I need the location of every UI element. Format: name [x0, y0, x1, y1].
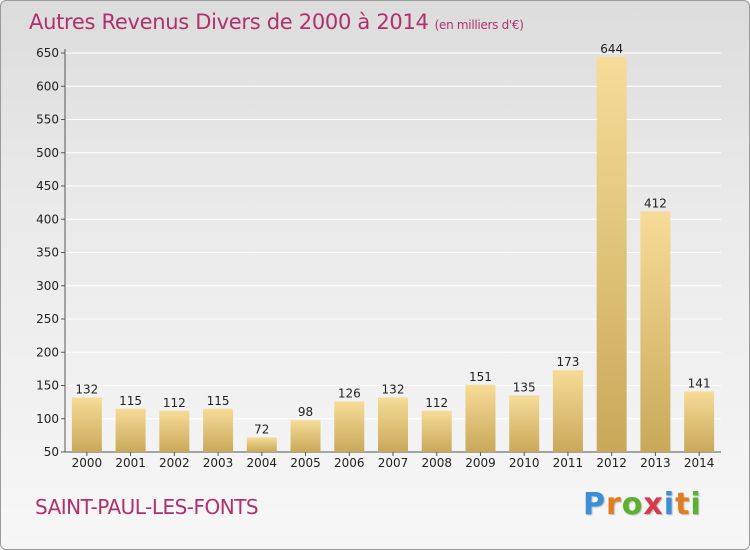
data-label: 112: [163, 396, 186, 410]
x-tick-label: 2008: [421, 456, 452, 470]
x-tick-label: 2009: [465, 456, 496, 470]
bar: [159, 410, 190, 452]
bar: [203, 408, 234, 452]
bar: [71, 397, 102, 452]
bar: [596, 56, 627, 453]
x-tick-label: 2007: [378, 456, 409, 470]
x-tick-label: 2001: [115, 456, 146, 470]
proxiti-logo: Proxiti: [583, 487, 702, 522]
data-label: 132: [75, 382, 98, 396]
data-label: 132: [382, 382, 405, 396]
bar: [246, 437, 277, 452]
bar: [421, 410, 452, 452]
data-label: 72: [254, 422, 269, 436]
x-tick-label: 2003: [203, 456, 234, 470]
y-tick-label: 550: [36, 113, 59, 127]
bar: [334, 401, 365, 452]
chart-title-unit: (en milliers d'€): [434, 18, 524, 32]
y-tick-label: 650: [36, 46, 59, 60]
x-tick-label: 2011: [553, 456, 584, 470]
y-tick-label: 100: [36, 412, 59, 426]
bar: [378, 397, 408, 452]
data-label: 115: [119, 394, 142, 408]
y-tick-label: 300: [36, 279, 59, 293]
data-label: 126: [338, 386, 361, 400]
y-tick-label: 600: [36, 79, 59, 93]
y-tick-label: 200: [36, 345, 59, 359]
bar: [684, 391, 715, 452]
data-label: 115: [207, 394, 230, 408]
x-tick-label: 2002: [159, 456, 190, 470]
data-label: 173: [556, 355, 579, 369]
y-tick-label: 400: [36, 212, 59, 226]
bar: [115, 408, 146, 452]
chart-title-text: Autres Revenus Divers de 2000 à 2014: [29, 10, 429, 34]
x-tick-label: 2014: [684, 456, 715, 470]
data-label: 141: [688, 376, 711, 390]
data-label: 644: [600, 42, 623, 56]
y-tick-label: 150: [36, 379, 59, 393]
bar: [290, 420, 321, 452]
y-tick-label: 500: [36, 146, 59, 160]
x-tick-label: 2005: [290, 456, 321, 470]
x-tick-label: 2012: [596, 456, 627, 470]
x-tick-label: 2010: [509, 456, 540, 470]
y-tick-label: 350: [36, 246, 59, 260]
data-label: 98: [298, 405, 313, 419]
chart-title: Autres Revenus Divers de 2000 à 2014 (en …: [29, 10, 524, 34]
data-label: 112: [425, 396, 448, 410]
data-label: 412: [644, 196, 667, 210]
x-tick-label: 2006: [334, 456, 365, 470]
y-tick-label: 50: [44, 445, 59, 459]
bar: [509, 395, 540, 452]
commune-name: SAINT-PAUL-LES-FONTS: [35, 495, 259, 519]
x-tick-label: 2004: [247, 456, 278, 470]
y-tick-label: 450: [36, 179, 59, 193]
data-label: 151: [469, 370, 492, 384]
x-tick-label: 2000: [72, 456, 103, 470]
x-tick-label: 2013: [640, 456, 671, 470]
bar: [465, 384, 496, 452]
bar: [552, 370, 583, 452]
data-label: 135: [513, 380, 536, 394]
y-tick-label: 250: [36, 312, 59, 326]
bar: [640, 211, 671, 452]
